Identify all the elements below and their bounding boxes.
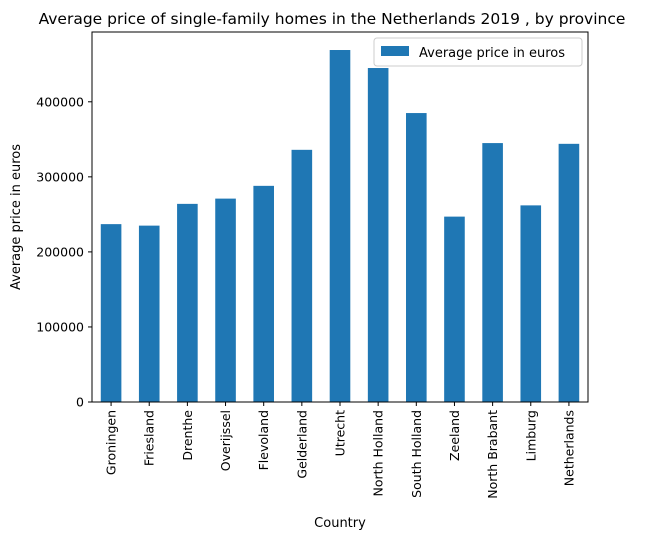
- x-axis-label: Country: [314, 516, 366, 531]
- bar-groningen: [100, 224, 122, 402]
- bar-zeeland: [444, 216, 465, 402]
- x-tick-label: South Holland: [409, 410, 424, 498]
- legend-swatch: [381, 46, 409, 56]
- y-axis-label: Average price in euros: [9, 144, 24, 290]
- y-tick-label: 100000: [36, 319, 84, 334]
- plot-frame: [91, 31, 589, 403]
- x-tick-label: North Holland: [371, 410, 386, 496]
- bar-drenthe: [177, 203, 198, 402]
- bars-group: [100, 50, 580, 403]
- bar-friesland: [138, 225, 160, 402]
- bar-gelderland: [291, 149, 313, 402]
- x-tick-label: Drenthe: [180, 410, 195, 461]
- bar-south-holland: [406, 113, 427, 403]
- y-tick-label: 400000: [36, 94, 84, 109]
- x-tick-label: Flevoland: [256, 410, 271, 470]
- x-tick-label: North Brabant: [485, 410, 500, 499]
- x-tick-label: Friesland: [142, 410, 157, 466]
- legend-frame: [373, 37, 583, 67]
- x-tick-label: Zeeland: [447, 410, 462, 461]
- y-tick-label: 200000: [36, 244, 84, 259]
- bar-utrecht: [329, 50, 351, 402]
- x-tick-label: Groningen: [104, 410, 119, 475]
- x-tick-label: Utrecht: [333, 410, 348, 456]
- bar-north-brabant: [482, 143, 503, 402]
- x-tick-label: Gelderland: [294, 410, 309, 479]
- x-tick-label: Limburg: [523, 410, 538, 461]
- y-axis: 0 100000 200000 300000 400000: [36, 94, 92, 410]
- bar-overijssel: [215, 198, 236, 402]
- bar-north-holland: [367, 68, 389, 403]
- legend: Average price in euros: [373, 37, 583, 67]
- y-tick-label: 300000: [36, 169, 84, 184]
- x-axis: Groningen Friesland Drenthe Overijssel Flevo…: [104, 402, 576, 499]
- x-tick-label: Netherlands: [561, 410, 576, 486]
- chart-title: Average price of single-family homes in …: [39, 10, 626, 28]
- bar-flevoland: [253, 185, 274, 402]
- legend-label: Average price in euros: [419, 46, 565, 61]
- x-tick-label: Overijssel: [218, 410, 233, 471]
- bar-netherlands: [558, 143, 580, 402]
- y-tick-label: 0: [76, 395, 84, 410]
- bar-limburg: [520, 205, 542, 402]
